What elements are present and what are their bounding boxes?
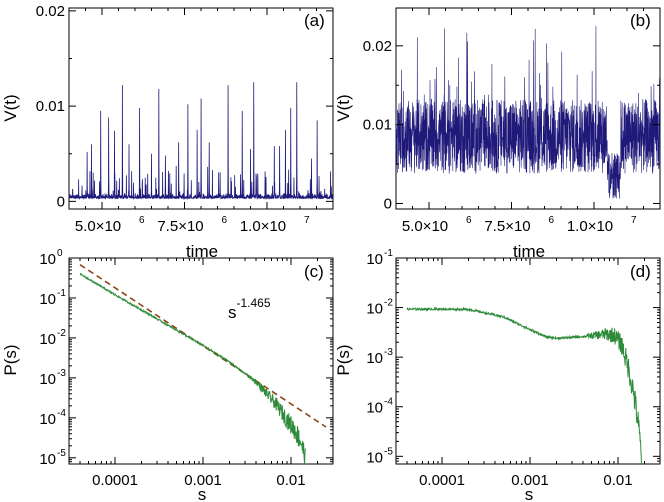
y-tick-label: 10 — [366, 301, 383, 318]
y-tick-label: 0.01 — [363, 117, 392, 134]
fit-annotation: s-1.465 — [228, 296, 271, 322]
y-tick-label: 0.02 — [36, 3, 65, 20]
y-tick-exponent: -5 — [57, 448, 66, 459]
x-tick-label: 0.001 — [511, 472, 549, 489]
y-tick-exponent: -1 — [57, 288, 66, 299]
y-axis-label-d: P(s) — [334, 344, 353, 375]
panel-label-d: (d) — [630, 262, 651, 281]
y-tick-exponent: -4 — [57, 408, 66, 419]
y-tick-exponent: -5 — [384, 446, 393, 457]
x-tick-exponent: 6 — [466, 215, 472, 226]
power-law-fit-line — [79, 264, 327, 428]
y-axis-label-b: V(t) — [334, 94, 353, 121]
x-tick-exponent: 6 — [222, 215, 228, 226]
y-tick-label: 10 — [366, 251, 383, 268]
x-tick-label: 5.0×10 — [402, 218, 448, 235]
axis-ticks-b: 5.0×10 6 7.5×10 6 1.0×10 7 0 0.01 0.02 — [363, 8, 661, 235]
x-tick-label: 1.0×10 — [567, 218, 613, 235]
x-tick-label: 0.0001 — [419, 472, 465, 489]
y-tick-exponent: -3 — [384, 347, 393, 358]
panel-b: 5.0×10 6 7.5×10 6 1.0×10 7 0 0.01 0.02 V(t) time… — [334, 7, 661, 261]
x-tick-label: 7.5×10 — [484, 218, 530, 235]
y-tick-exponent: -2 — [384, 298, 393, 309]
x-axis-label-d: s — [525, 485, 534, 502]
axis-ticks-a: 5.0×10 6 7.5×10 6 1.0×10 7 0 0.01 0.02 — [36, 3, 334, 235]
fit-annotation-exponent: -1.465 — [237, 296, 271, 310]
x-tick-label: 0.01 — [276, 472, 305, 489]
x-axis-label-c: s — [198, 485, 207, 502]
series-line-a — [68, 82, 334, 201]
y-tick-label: 10 — [39, 371, 56, 388]
x-tick-label: 0.0001 — [92, 472, 138, 489]
y-tick-exponent: -2 — [57, 328, 66, 339]
panel-a: 5.0×10 6 7.5×10 6 1.0×10 7 0 0.01 0.02 V(t) time… — [1, 3, 334, 261]
x-axis-label-b: time — [513, 242, 545, 261]
plot-frame-d — [395, 257, 661, 465]
y-tick-label: 0.02 — [363, 38, 392, 55]
y-tick-label: 0 — [384, 195, 392, 212]
x-tick-label: 1.0×10 — [240, 218, 286, 235]
y-axis-label-a: V(t) — [1, 94, 20, 121]
x-axis-label-a: time — [186, 242, 218, 261]
x-tick-exponent: 6 — [549, 215, 555, 226]
x-tick-label: 0.01 — [603, 472, 632, 489]
y-tick-label: 10 — [366, 350, 383, 367]
y-tick-exponent: -1 — [384, 248, 393, 259]
fit-annotation-base: s — [228, 303, 237, 322]
plot-frame-c — [68, 257, 334, 465]
x-tick-exponent: 7 — [304, 215, 310, 226]
x-tick-label: 0.001 — [184, 472, 222, 489]
y-tick-label: 10 — [366, 400, 383, 417]
x-tick-exponent: 6 — [139, 215, 145, 226]
panel-label-a: (a) — [304, 11, 325, 30]
y-tick-exponent: -4 — [384, 397, 393, 408]
y-axis-label-c: P(s) — [1, 344, 20, 375]
series-line-c — [79, 272, 306, 465]
y-tick-label: 10 — [366, 449, 383, 466]
y-tick-label: 0.01 — [36, 98, 65, 115]
y-tick-label: 10 — [39, 451, 56, 468]
y-tick-label: 10 — [39, 331, 56, 348]
y-tick-label: 10 — [39, 291, 56, 308]
y-tick-label: 10 — [39, 251, 56, 268]
panel-label-b: (b) — [630, 11, 651, 30]
y-tick-exponent: -3 — [57, 368, 66, 379]
y-tick-exponent: 0 — [57, 248, 63, 259]
x-tick-label: 7.5×10 — [157, 218, 203, 235]
y-tick-label: 0 — [57, 193, 65, 210]
x-tick-label: 5.0×10 — [75, 218, 121, 235]
x-tick-exponent: 7 — [631, 215, 637, 226]
panel-label-c: (c) — [304, 262, 324, 281]
y-tick-label: 10 — [39, 411, 56, 428]
series-line-b — [395, 26, 661, 199]
series-line-d — [406, 306, 643, 465]
